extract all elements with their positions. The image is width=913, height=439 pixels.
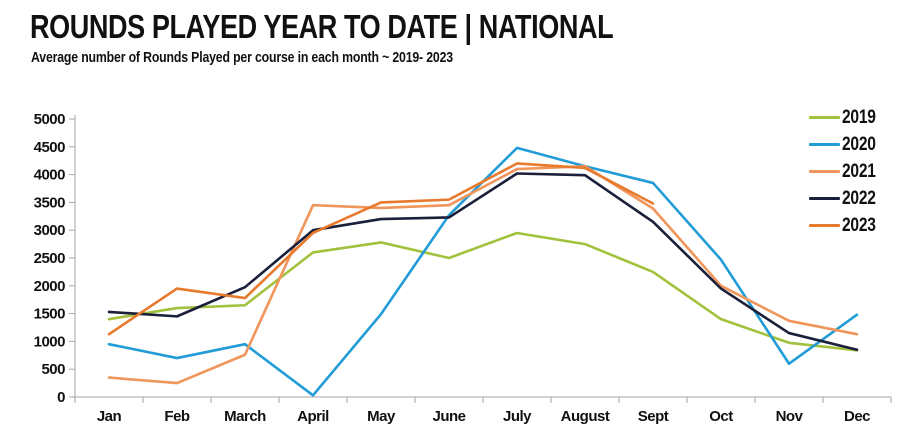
chart-legend: 2019 2020 2021 2022 2023 xyxy=(809,104,883,239)
legend-swatch-2023 xyxy=(809,224,840,227)
legend-swatch-2022 xyxy=(809,197,840,200)
y-tick-label: 4000 xyxy=(34,167,66,184)
x-tick-label: Feb xyxy=(164,408,190,425)
y-tick-label: 3500 xyxy=(34,194,66,211)
y-tick-label: 1000 xyxy=(34,333,66,350)
y-tick-label: 0 xyxy=(57,389,65,406)
chart-subtitle: Average number of Rounds Played per cour… xyxy=(31,49,546,66)
legend-label: 2019 xyxy=(842,106,876,128)
series-line-2021 xyxy=(107,164,859,385)
series-line-2022 xyxy=(107,172,859,352)
chart-subtitle-text: Average number of Rounds Played per cour… xyxy=(31,49,453,66)
legend-item-2022: 2022 xyxy=(809,185,883,212)
legend-item-2021: 2021 xyxy=(809,158,883,185)
legend-swatch-2019 xyxy=(809,116,840,119)
x-tick-label: July xyxy=(503,408,532,425)
x-tick-label: March xyxy=(224,408,266,425)
series-line-2020 xyxy=(107,146,859,397)
y-tick-label: 5000 xyxy=(34,111,66,128)
legend-item-2020: 2020 xyxy=(809,131,883,158)
x-tick-label: Jan xyxy=(97,408,122,425)
legend-item-2019: 2019 xyxy=(809,104,883,131)
y-tick-label: 500 xyxy=(41,361,65,378)
x-tick-label: Nov xyxy=(776,408,804,425)
x-tick-label: June xyxy=(432,408,465,425)
x-tick-label: April xyxy=(297,408,329,425)
x-tick-label: Sept xyxy=(638,408,669,425)
x-tick-label: Dec xyxy=(844,408,870,425)
y-tick-label: 1500 xyxy=(34,306,66,323)
series-line-2019 xyxy=(107,231,859,352)
legend-label: 2021 xyxy=(842,160,876,182)
x-tick-label: May xyxy=(367,408,396,425)
legend-label: 2022 xyxy=(842,187,876,209)
legend-swatch-2021 xyxy=(809,170,840,173)
page-title: ROUNDS PLAYED YEAR TO DATE | NATIONAL xyxy=(30,8,741,46)
x-tick-label: Oct xyxy=(709,408,733,425)
legend-label: 2020 xyxy=(842,133,876,155)
page-title-text: ROUNDS PLAYED YEAR TO DATE | NATIONAL xyxy=(30,8,614,45)
y-tick-label: 2000 xyxy=(34,278,66,295)
y-tick-label: 2500 xyxy=(34,250,66,267)
legend-label: 2023 xyxy=(842,214,876,236)
y-tick-label: 3000 xyxy=(34,222,66,239)
legend-swatch-2020 xyxy=(809,143,840,146)
legend-item-2023: 2023 xyxy=(809,212,883,239)
series-line-2023 xyxy=(107,162,655,336)
x-tick-label: August xyxy=(561,408,610,425)
y-tick-label: 4500 xyxy=(34,139,66,156)
